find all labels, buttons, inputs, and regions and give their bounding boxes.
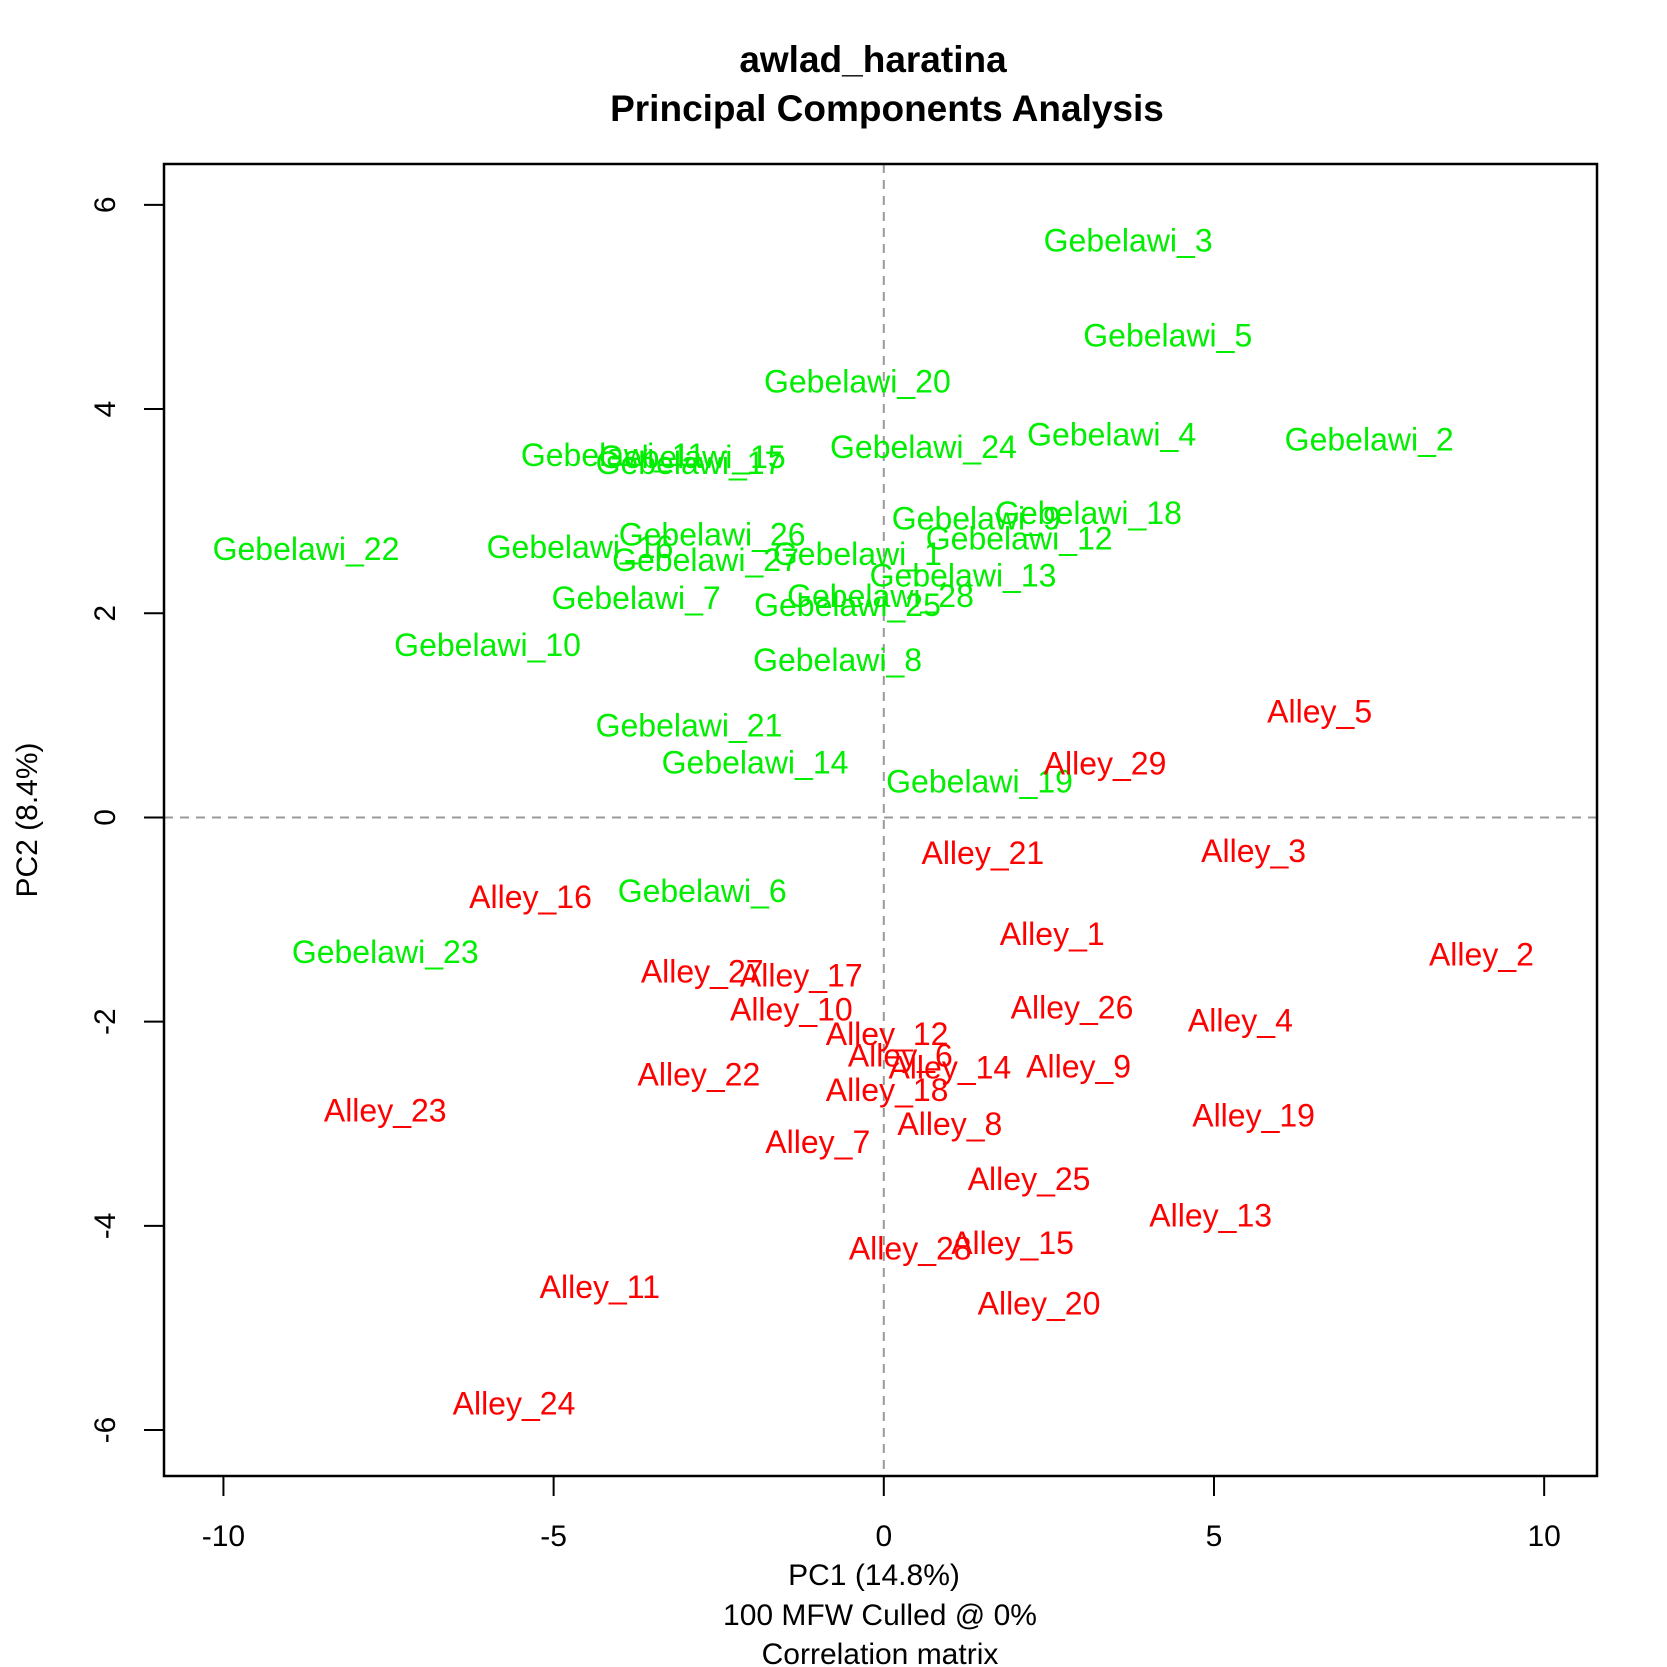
point-label-alley-15: Alley_15 — [951, 1225, 1074, 1261]
point-label-gebelawi-7: Gebelawi_7 — [552, 580, 721, 616]
point-label-alley-26: Alley_26 — [1011, 989, 1134, 1025]
point-label-alley-7: Alley_7 — [765, 1124, 870, 1160]
plot-box — [162, 162, 1599, 1478]
y-tick-label: 0 — [89, 809, 122, 826]
point-label-alley-19: Alley_19 — [1192, 1098, 1315, 1134]
x-tick-label: 0 — [875, 1520, 892, 1553]
point-label-gebelawi-28: Gebelawi_28 — [787, 578, 974, 614]
point-label-alley-25: Alley_25 — [968, 1161, 1091, 1197]
y-tick-label: -6 — [89, 1417, 122, 1444]
point-label-gebelawi-20: Gebelawi_20 — [764, 363, 951, 399]
point-label-alley-5: Alley_5 — [1267, 693, 1372, 729]
point-label-gebelawi-1: Gebelawi_1 — [773, 536, 942, 572]
point-label-gebelawi-6: Gebelawi_6 — [618, 873, 787, 909]
chart-title-line-2: Principal Components Analysis — [610, 88, 1164, 129]
point-label-gebelawi-23: Gebelawi_23 — [292, 934, 479, 970]
x-axis-subtitle-2: Correlation matrix — [762, 1638, 999, 1667]
x-tick-label: -5 — [540, 1520, 567, 1553]
chart-title-line-1: awlad_haratina — [739, 39, 1007, 80]
point-label-alley-6: Alley_6 — [848, 1037, 953, 1073]
point-labels: Gebelawi_3 Gebelawi_5 Gebelawi_20 Gebelawi_… — [213, 223, 1534, 1422]
point-label-alley-11: Alley_11 — [540, 1269, 660, 1305]
point-label-gebelawi-16: Gebelawi_16 — [487, 529, 674, 565]
point-label-gebelawi-19: Gebelawi_19 — [886, 764, 1073, 800]
x-axis-title: PC1 (14.8%) — [788, 1559, 960, 1592]
reference-lines — [164, 164, 1597, 1476]
point-label-alley-1: Alley_1 — [1000, 916, 1105, 952]
point-label-gebelawi-12: Gebelawi_12 — [926, 521, 1113, 557]
point-label-alley-20: Alley_20 — [978, 1285, 1101, 1321]
point-label-gebelawi-15: Gebelawi_15 — [599, 439, 786, 475]
point-label-gebelawi-5: Gebelawi_5 — [1083, 318, 1252, 354]
point-label-alley-8: Alley_8 — [897, 1106, 1002, 1142]
y-tick-label: 4 — [89, 401, 122, 418]
point-label-gebelawi-13: Gebelawi_13 — [870, 557, 1057, 593]
point-label-gebelawi-17: Gebelawi_17 — [596, 445, 783, 481]
point-label-gebelawi-2: Gebelawi_2 — [1285, 422, 1454, 458]
point-label-gebelawi-27: Gebelawi_27 — [612, 542, 799, 578]
point-label-gebelawi-8: Gebelawi_8 — [753, 642, 922, 678]
x-axis-subtitle-1: 100 MFW Culled @ 0% — [723, 1599, 1037, 1632]
point-label-gebelawi-3: Gebelawi_3 — [1044, 223, 1213, 259]
point-label-alley-23: Alley_23 — [324, 1092, 447, 1128]
point-label-alley-4: Alley_4 — [1188, 1003, 1293, 1039]
point-label-alley-21: Alley_21 — [921, 835, 1044, 871]
point-label-gebelawi-22: Gebelawi_22 — [213, 531, 400, 567]
point-label-gebelawi-25: Gebelawi_25 — [754, 587, 941, 623]
point-label-gebelawi-4: Gebelawi_4 — [1027, 417, 1196, 453]
x-tick-label: 10 — [1527, 1520, 1560, 1553]
point-label-alley-17: Alley_17 — [740, 958, 863, 994]
y-tick-label: -4 — [89, 1213, 122, 1240]
point-label-alley-29: Alley_29 — [1044, 745, 1167, 781]
y-tick-label: 2 — [89, 605, 122, 622]
point-label-alley-14: Alley_14 — [888, 1050, 1011, 1086]
point-label-alley-2: Alley_2 — [1429, 936, 1534, 972]
point-label-alley-28: Alley_28 — [849, 1230, 972, 1266]
x-tick-label: 5 — [1206, 1520, 1223, 1553]
y-tick-label: -2 — [89, 1008, 122, 1035]
point-label-alley-13: Alley_13 — [1149, 1198, 1272, 1234]
y-axis-title: PC2 (8.4%) — [11, 742, 44, 897]
point-label-gebelawi-26: Gebelawi_26 — [619, 517, 806, 553]
point-label-gebelawi-10: Gebelawi_10 — [394, 627, 581, 663]
point-label-gebelawi-21: Gebelawi_21 — [596, 708, 783, 744]
point-label-alley-27: Alley_27 — [641, 954, 764, 990]
point-label-alley-18: Alley_18 — [826, 1072, 949, 1108]
point-label-alley-22: Alley_22 — [638, 1057, 761, 1093]
point-label-gebelawi-14: Gebelawi_14 — [662, 744, 849, 780]
point-label-gebelawi-24: Gebelawi_24 — [830, 429, 1017, 465]
point-label-gebelawi-18: Gebelawi_18 — [995, 495, 1182, 531]
point-label-alley-12: Alley_12 — [826, 1016, 949, 1052]
point-label-alley-9: Alley_9 — [1026, 1049, 1131, 1085]
point-label-gebelawi-9: Gebelawi_9 — [892, 500, 1061, 536]
point-label-alley-10: Alley_10 — [730, 991, 853, 1027]
point-label-gebelawi-11: Gebelawi_11 — [521, 437, 705, 473]
point-label-alley-3: Alley_3 — [1201, 833, 1306, 869]
point-label-alley-24: Alley_24 — [453, 1386, 576, 1422]
y-tick-label: 6 — [89, 196, 122, 213]
x-tick-label: -10 — [202, 1520, 245, 1553]
point-label-alley-16: Alley_16 — [469, 879, 592, 915]
